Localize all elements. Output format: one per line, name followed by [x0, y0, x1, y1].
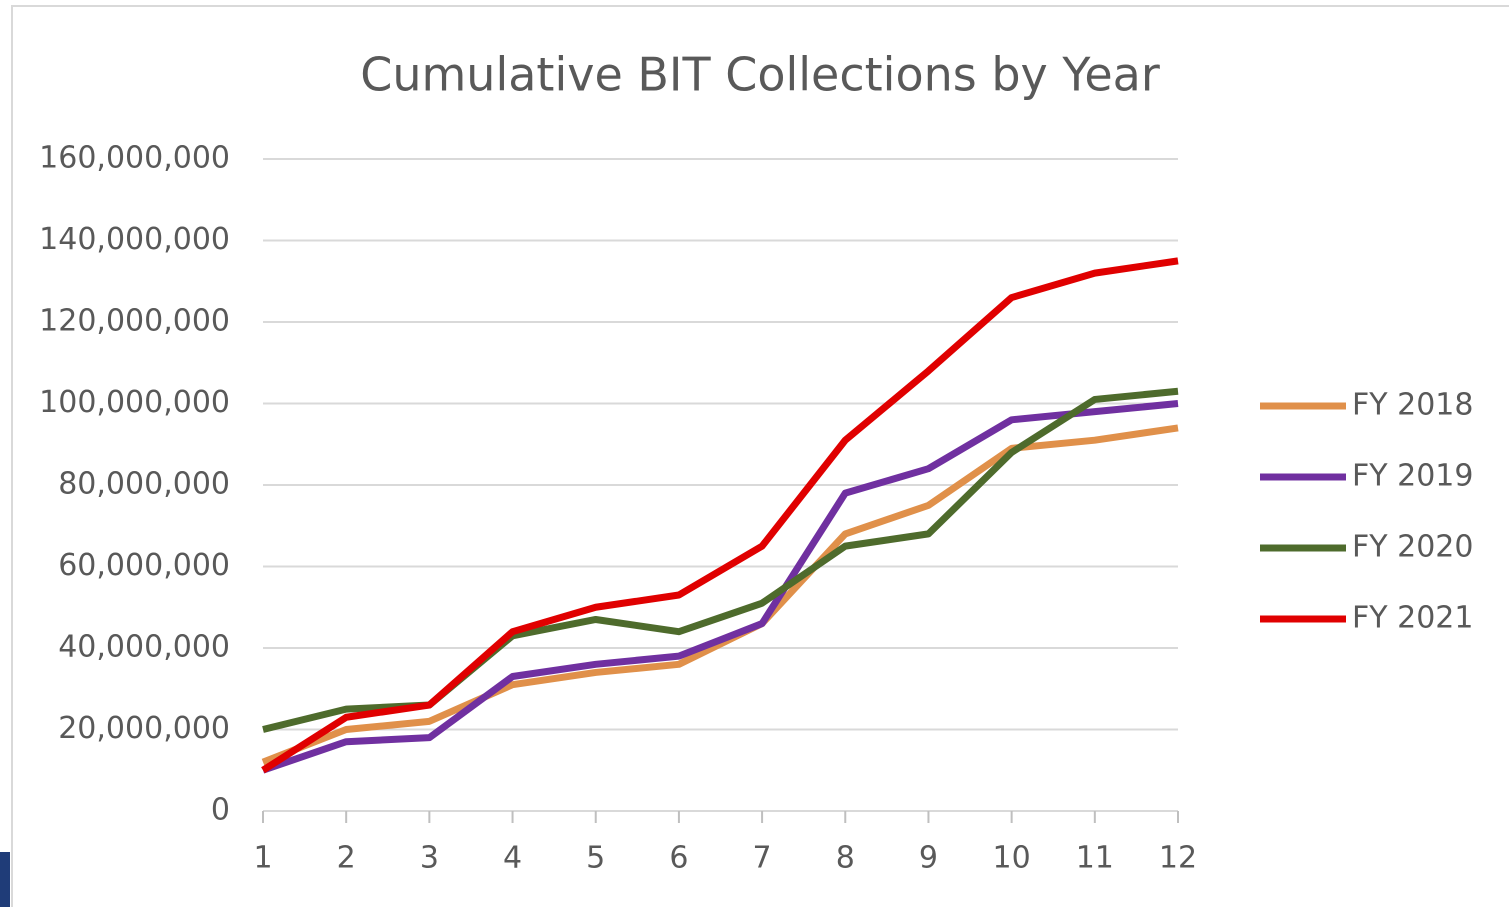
x-tick-label: 1	[253, 841, 272, 876]
x-tick-label: 7	[753, 841, 772, 876]
legend-label: FY 2018	[1352, 388, 1473, 423]
y-tick-label: 80,000,000	[58, 467, 230, 502]
side-bar	[0, 852, 10, 907]
x-tick-label: 10	[993, 841, 1031, 876]
x-tick-label: 6	[669, 841, 688, 876]
series-line	[261, 257, 1179, 774]
x-tick-label: 12	[1159, 841, 1197, 876]
chart-title: Cumulative BIT Collections by Year	[360, 48, 1160, 102]
y-tick-label: 40,000,000	[58, 630, 230, 665]
legend-label: FY 2021	[1352, 601, 1473, 636]
x-tick-label: 8	[836, 841, 855, 876]
legend-label: FY 2020	[1352, 530, 1473, 565]
x-tick-label: 3	[420, 841, 439, 876]
chart-frame	[11, 5, 1509, 907]
x-tick-label: 11	[1076, 841, 1114, 876]
y-tick-label: 20,000,000	[58, 711, 230, 746]
x-tick-label: 4	[503, 841, 522, 876]
x-tick-label: 9	[919, 841, 938, 876]
y-tick-label: 100,000,000	[39, 385, 230, 420]
y-tick-label: 60,000,000	[58, 548, 230, 583]
y-tick-label: 0	[211, 793, 230, 828]
y-tick-label: 140,000,000	[39, 222, 230, 257]
series-line	[261, 400, 1179, 774]
x-tick-label: 2	[337, 841, 356, 876]
x-tick-label: 5	[586, 841, 605, 876]
y-tick-label: 120,000,000	[39, 304, 230, 339]
y-tick-label: 160,000,000	[39, 141, 230, 176]
legend-label: FY 2019	[1352, 459, 1473, 494]
